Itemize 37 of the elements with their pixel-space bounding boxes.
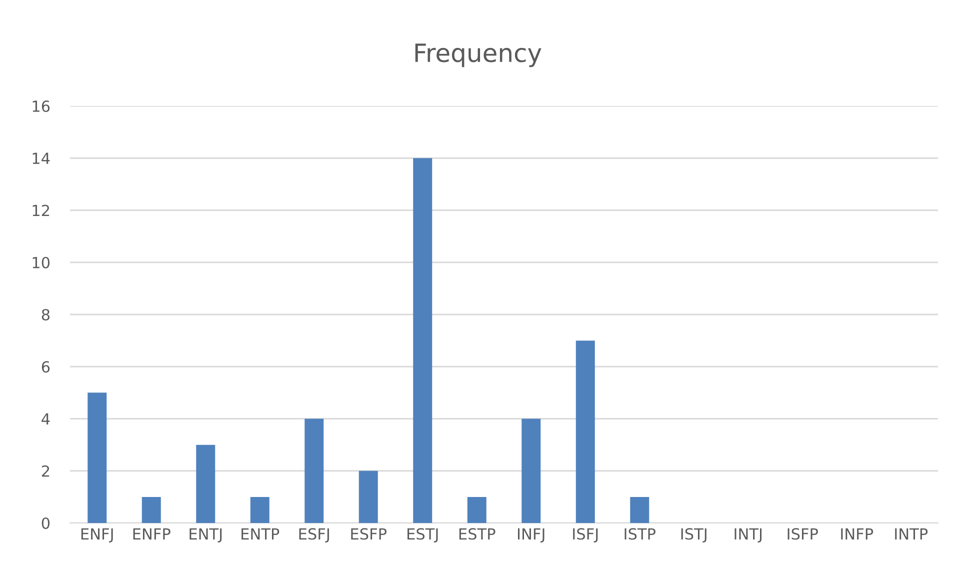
y-tick-label: 10 [32,256,50,268]
x-tick-label: ENTP [242,528,280,540]
chart-title: Frequency [415,44,542,68]
y-tick-label: 6 [42,361,50,373]
x-tick-label: ENFP [133,528,170,540]
bar [630,496,650,523]
bar [467,496,486,523]
bar [576,340,595,523]
y-tick-label: 8 [42,308,50,321]
bar [522,418,541,523]
bar [250,496,270,523]
x-tick-label: INFJ [518,528,544,543]
x-tick-label: ESFP [351,528,387,540]
x-tick-label: ESTP [459,528,496,540]
x-tick-label: INTP [895,528,928,540]
x-tick-label: ISTP [624,528,656,540]
x-tick-label: INFP [841,528,874,540]
y-tick-label: 0 [42,517,50,530]
x-tick-label: ESFJ [299,528,329,543]
bar [196,444,216,523]
x-tick-label: INTJ [734,528,762,543]
y-tick-label: 2 [42,465,50,477]
x-tick-label: ISFJ [573,528,598,543]
bar [358,470,378,523]
x-tick-label: ENTJ [190,528,222,543]
y-tick-label: 14 [32,152,50,164]
bar [304,418,324,523]
y-tick-label: 12 [32,204,50,216]
y-tick-label: 4 [42,413,50,425]
x-tick-label: ESTJ [408,528,438,543]
x-tick-label: ISFP [788,528,818,540]
bar [413,158,432,523]
y-tick-label: 16 [32,100,50,112]
bar [88,392,107,523]
x-tick-label: ENFJ [81,528,113,543]
x-tick-label: ISTJ [681,528,706,543]
bar [142,496,161,523]
